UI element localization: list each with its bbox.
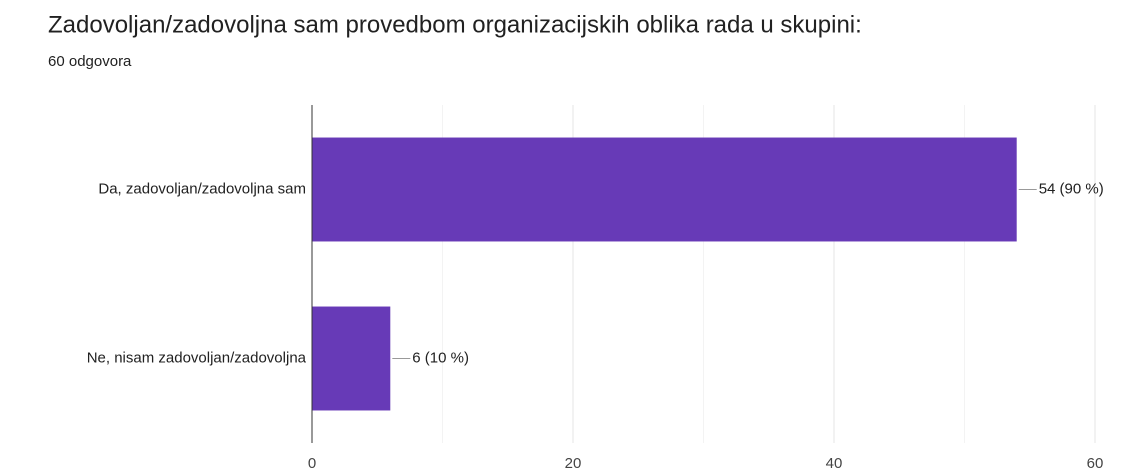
x-tick-label: 60 bbox=[1087, 455, 1104, 472]
x-tick-label: 0 bbox=[308, 455, 316, 472]
x-tick-label: 40 bbox=[826, 455, 843, 472]
data-label: 54 (90 %) bbox=[1039, 180, 1104, 197]
x-tick-label: 20 bbox=[565, 455, 582, 472]
y-tick-label: Da, zadovoljan/zadovoljna sam bbox=[98, 180, 306, 197]
y-tick-label: Ne, nisam zadovoljan/zadovoljna bbox=[87, 349, 307, 366]
bar bbox=[312, 137, 1017, 242]
data-label: 6 (10 %) bbox=[412, 349, 469, 366]
bar bbox=[312, 306, 391, 411]
chart-title: Zadovoljan/zadovoljna sam provedbom orga… bbox=[48, 11, 862, 38]
chart-subtitle: 60 odgovora bbox=[48, 53, 132, 70]
